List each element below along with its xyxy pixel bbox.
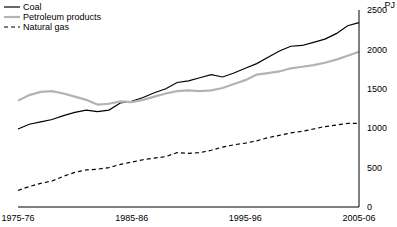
html-text:PJ: PJ — [384, 0, 395, 10]
svg-text:1985-86: 1985-86 — [115, 213, 148, 223]
svg-text:2000: 2000 — [367, 45, 387, 55]
html-text:Natural gas: Natural gas — [23, 22, 69, 32]
svg-text:1995-96: 1995-96 — [229, 213, 262, 223]
svg-text:2005-06: 2005-06 — [342, 213, 375, 223]
svg-text:1975-76: 1975-76 — [8, 213, 35, 223]
html-text:Petroleum products: Petroleum products — [23, 12, 101, 22]
svg-text:1500: 1500 — [367, 84, 387, 94]
svg-text:0: 0 — [367, 202, 372, 212]
svg-text:2500: 2500 — [367, 5, 387, 15]
html-text:Coal: Coal — [23, 2, 42, 12]
svg-text:1000: 1000 — [367, 123, 387, 133]
svg-text:500: 500 — [367, 163, 382, 173]
